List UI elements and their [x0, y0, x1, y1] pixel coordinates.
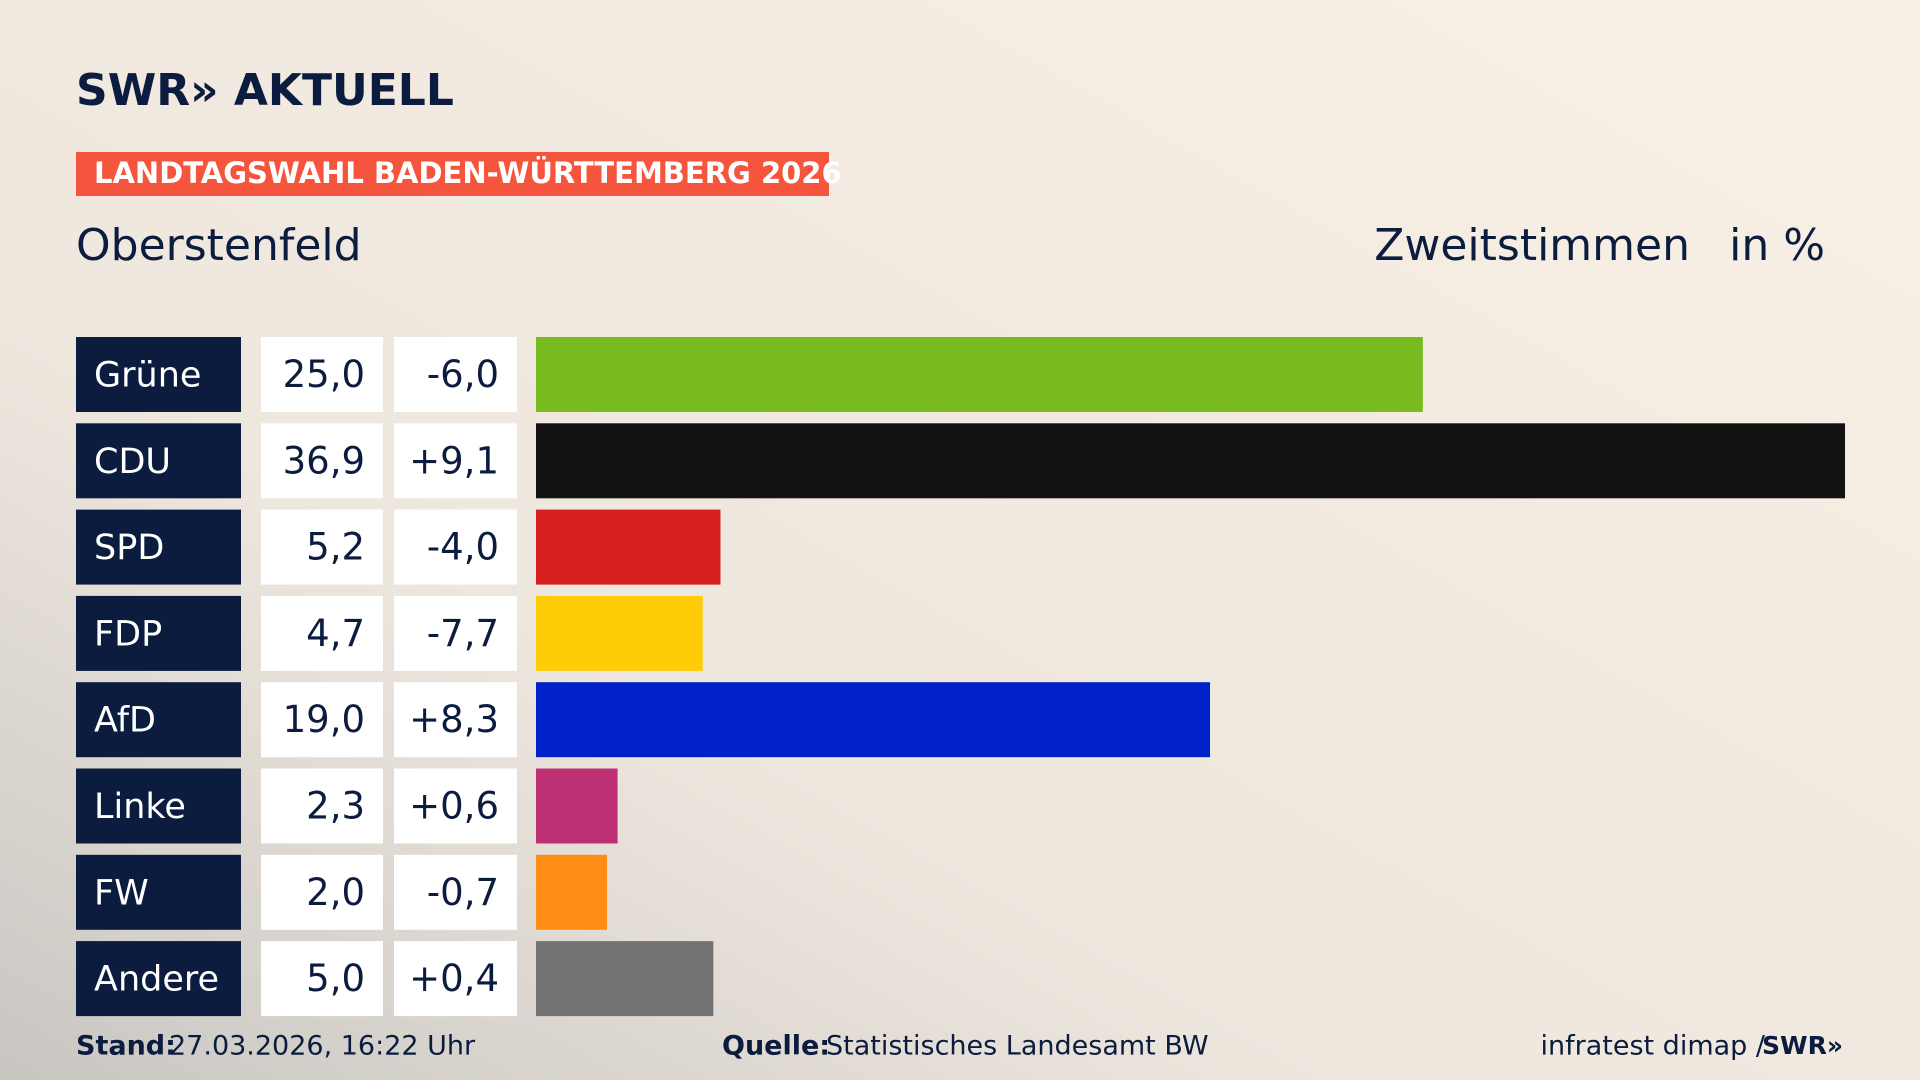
- party-box: [76, 595, 241, 671]
- change-label: -0,7: [427, 871, 499, 914]
- value-box: [261, 509, 383, 585]
- change-label: -7,7: [427, 612, 499, 655]
- change-box: [394, 941, 517, 1017]
- bar: [536, 595, 703, 671]
- bar: [536, 423, 1845, 499]
- party-label: Andere: [94, 960, 219, 1000]
- change-box: [394, 595, 517, 671]
- party-box: [76, 941, 241, 1017]
- party-box: [76, 682, 241, 758]
- bar: [536, 941, 714, 1017]
- value-label: 4,7: [306, 612, 365, 655]
- value-label: 25,0: [283, 353, 365, 396]
- bar: [536, 337, 1423, 412]
- value-box: [261, 423, 383, 499]
- change-label: -4,0: [427, 526, 499, 569]
- bar: [536, 768, 618, 844]
- source: Statistisches Landesamt BW: [826, 1031, 1209, 1062]
- change-box: [394, 768, 517, 844]
- change-label: +9,1: [409, 439, 499, 482]
- value-label: 19,0: [283, 698, 365, 741]
- change-box: [394, 337, 517, 412]
- stand: 27.03.2026, 16:22 Uhr: [169, 1031, 476, 1062]
- value-label: 2,0: [306, 871, 365, 914]
- change-box: [394, 423, 517, 499]
- change-box: [394, 682, 517, 758]
- party-label: CDU: [94, 442, 171, 482]
- banner: LANDTAGSWAHL BADEN-WÜRTTEMBERG 2026: [94, 156, 842, 190]
- party-box: [76, 337, 241, 412]
- change-label: +0,6: [409, 785, 499, 828]
- party-box: [76, 768, 241, 844]
- unit: in %: [1729, 220, 1825, 271]
- party-label: Linke: [94, 787, 186, 827]
- value-box: [261, 941, 383, 1017]
- bar: [536, 509, 721, 585]
- change-label: +0,4: [409, 957, 499, 1000]
- party-box: [76, 854, 241, 930]
- value-label: 36,9: [283, 439, 365, 482]
- party-box: [76, 509, 241, 585]
- party-label: FW: [94, 873, 149, 913]
- value-label: 5,0: [306, 957, 365, 1000]
- change-label: -6,0: [427, 353, 499, 396]
- credit: infratest dimap /: [1540, 1031, 1765, 1062]
- change-box: [394, 854, 517, 930]
- value-box: [261, 595, 383, 671]
- party-label: AfD: [94, 701, 156, 741]
- source-label: Quelle:: [722, 1031, 830, 1062]
- value-label: 5,2: [306, 526, 365, 569]
- value-label: 2,3: [306, 785, 365, 828]
- brand: SWR» AKTUELL: [76, 65, 454, 116]
- chart-title: Oberstenfeld: [76, 220, 362, 271]
- bar: [536, 854, 607, 930]
- stand-label: Stand:: [76, 1031, 176, 1062]
- party-label: SPD: [94, 528, 164, 568]
- party-label: FDP: [94, 614, 162, 654]
- credit-brand: SWR»: [1762, 1031, 1843, 1060]
- party-box: [76, 423, 241, 499]
- change-box: [394, 509, 517, 585]
- bar: [536, 682, 1211, 758]
- party-label: Grüne: [94, 356, 201, 396]
- value-box: [261, 768, 383, 844]
- value-box: [261, 682, 383, 758]
- change-label: +8,3: [409, 698, 499, 741]
- value-box: [261, 854, 383, 930]
- subtitle: Zweitstimmen: [1374, 220, 1690, 271]
- value-box: [261, 337, 383, 412]
- banner-box: [76, 152, 829, 196]
